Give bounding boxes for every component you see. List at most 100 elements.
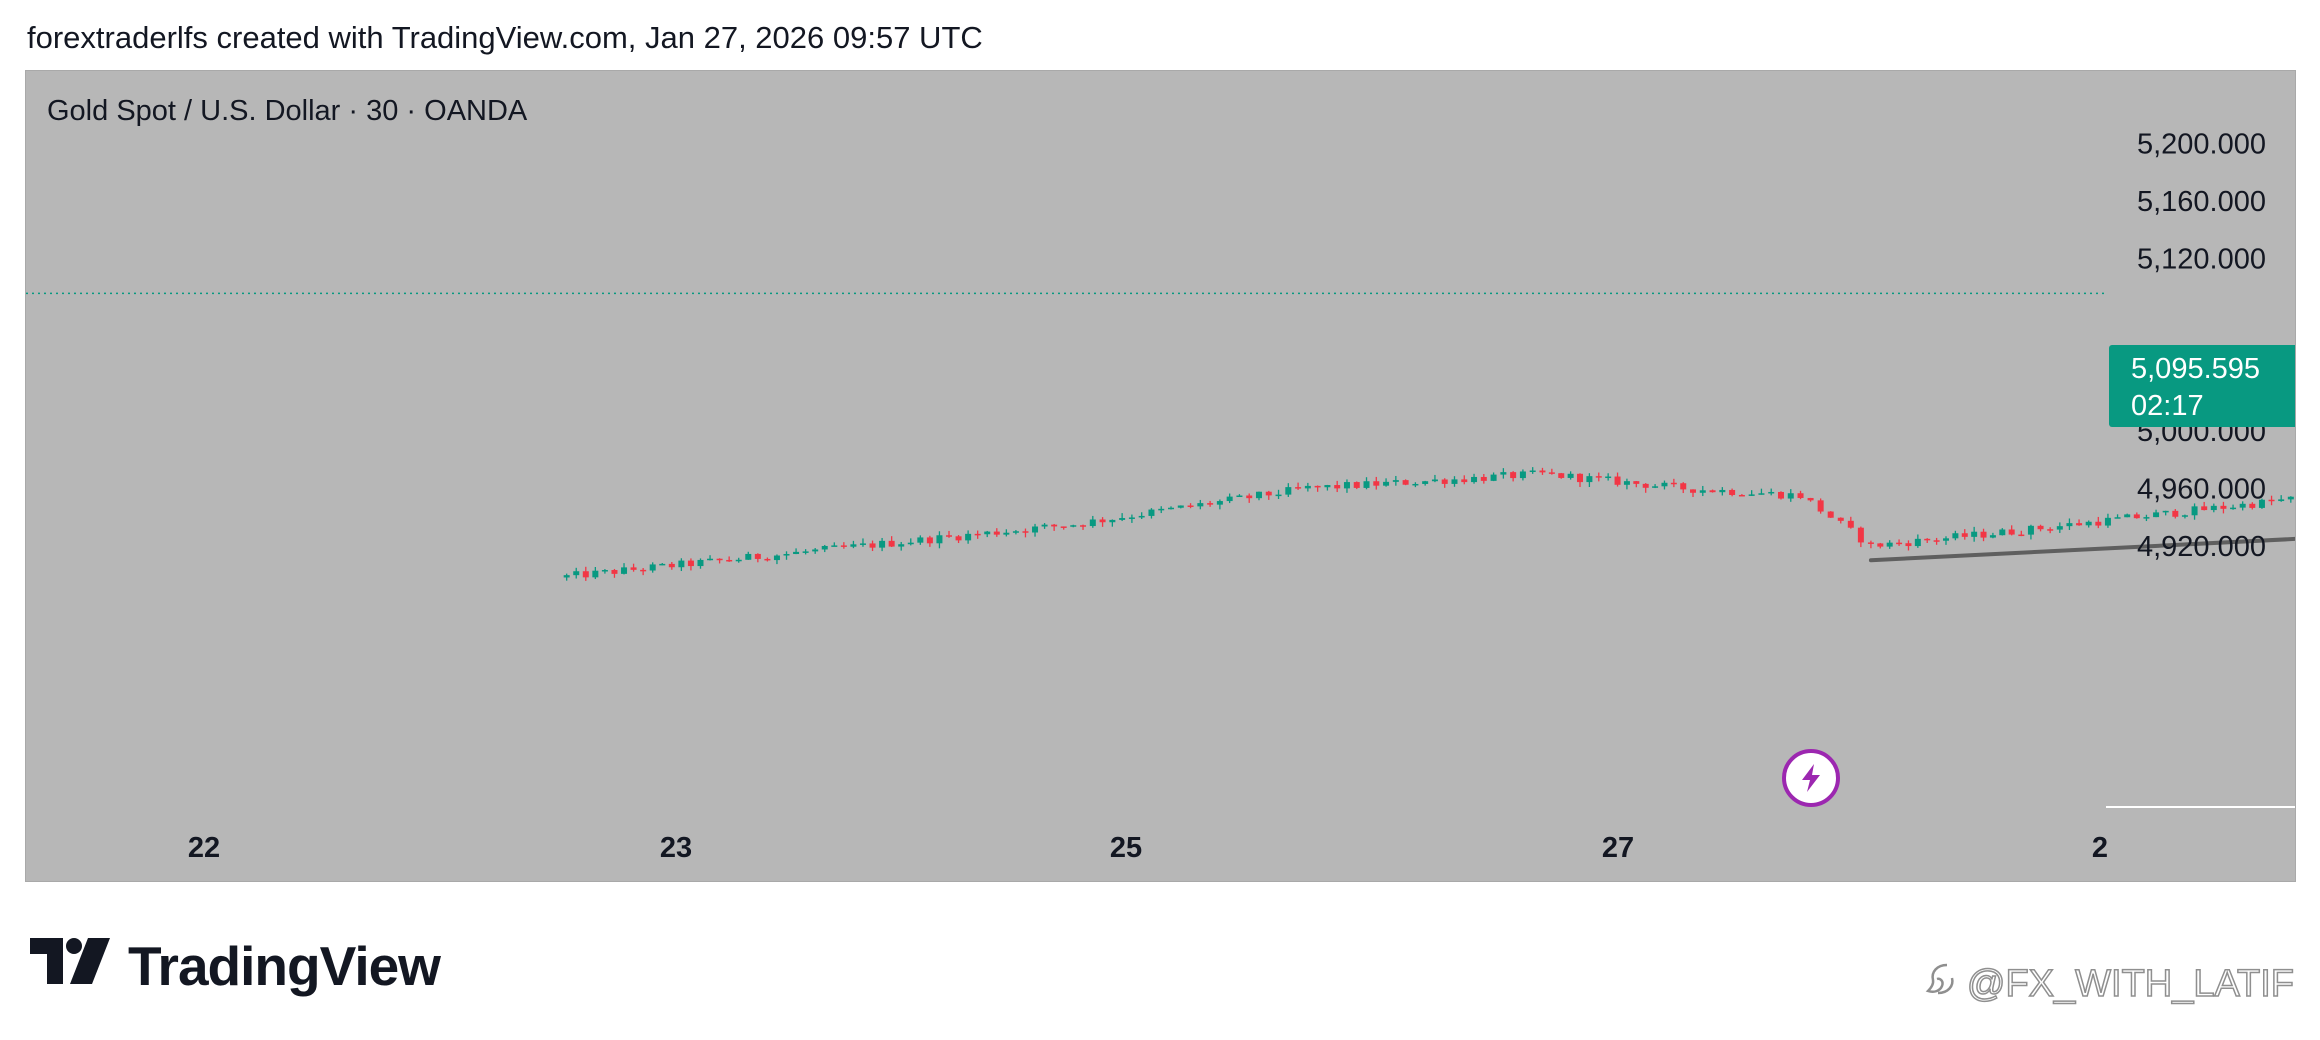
candle-body: [2008, 529, 2015, 535]
candle-body: [630, 567, 637, 570]
last-price-badge: 5,095.595 02:17: [2109, 345, 2295, 427]
candle-body: [965, 533, 972, 541]
candle-body: [640, 569, 647, 572]
candle-body: [1431, 479, 1438, 482]
candle-body: [1699, 490, 1706, 493]
candle-body: [2210, 505, 2217, 511]
candle-body: [1109, 519, 1116, 523]
candle-body: [1980, 531, 1987, 538]
candle-body: [1500, 472, 1507, 475]
candle-body: [1060, 526, 1067, 528]
candle-body: [1441, 479, 1448, 484]
candle-body: [1680, 483, 1687, 490]
watermark: @FX_WITH_LATIF: [1925, 962, 2295, 1006]
symbol-title: Gold Spot / U.S. Dollar · 30 · OANDA: [47, 95, 528, 127]
candle-body: [984, 531, 991, 535]
candle-body: [1177, 505, 1184, 508]
logo-text: TradingView: [128, 935, 441, 997]
candle-body: [2249, 503, 2256, 508]
candle-body: [783, 554, 790, 556]
candle-body: [668, 563, 675, 568]
candle-body: [1480, 476, 1487, 481]
candle-body: [601, 570, 608, 572]
candle-body: [2220, 505, 2227, 509]
candle-body: [1080, 525, 1087, 527]
candle-body: [1633, 481, 1640, 484]
candle-body: [898, 544, 905, 547]
candle-body: [1051, 524, 1058, 527]
y-tick-label: 4,920.000: [2137, 531, 2266, 563]
candle-body: [2153, 512, 2160, 518]
candle-body: [1003, 532, 1010, 535]
candle-body: [2268, 499, 2275, 502]
candle-body: [850, 544, 857, 547]
lightning-bolt-glyph: [1802, 764, 1820, 792]
candle-body: [1070, 525, 1077, 527]
candle-body: [1961, 533, 1968, 537]
candle-body: [1797, 493, 1804, 498]
candle-body: [611, 570, 618, 574]
candle-body: [1924, 538, 1931, 541]
candle-body: [1353, 482, 1360, 488]
y-tick-label: 5,160.000: [2137, 186, 2266, 218]
candle-body: [1877, 543, 1884, 547]
candle-body: [1285, 487, 1292, 495]
candle-body: [1529, 470, 1536, 473]
chart-panel[interactable]: 5,200.0005,160.0005,120.0005,040.0005,00…: [25, 70, 2296, 882]
candle-body: [879, 540, 886, 548]
binance-square-icon: [1925, 963, 1954, 995]
candle-body: [1577, 473, 1584, 483]
candle-body: [2047, 529, 2054, 531]
candle-body: [1128, 517, 1135, 519]
candle-body: [1343, 482, 1350, 489]
candle-body: [1373, 481, 1380, 486]
candle-body: [1942, 538, 1949, 541]
candle-body: [1787, 493, 1794, 499]
x-tick-label: 27: [1602, 832, 1634, 864]
candle-body: [2181, 515, 2188, 517]
candle-body: [1652, 486, 1659, 488]
candle-body: [1334, 485, 1341, 489]
candle-body: [1519, 471, 1526, 479]
candle-body: [1032, 526, 1039, 533]
candle-body: [1138, 515, 1145, 518]
candle-body: [945, 535, 952, 537]
candle-body: [707, 558, 714, 561]
candle-body: [2124, 514, 2131, 518]
y-tick-label: 4,960.000: [2137, 473, 2266, 505]
price-chart[interactable]: 5,200.0005,160.0005,120.0005,040.0005,00…: [26, 71, 2296, 882]
candle-body: [1207, 503, 1214, 505]
candle-body: [1777, 491, 1784, 499]
candle-body: [1383, 481, 1390, 486]
candle-body: [2258, 499, 2265, 508]
candle-body: [1837, 517, 1844, 521]
candle-body: [1857, 527, 1864, 543]
candle-body: [1896, 542, 1903, 545]
candle-body: [1827, 511, 1834, 518]
candle-body: [2114, 517, 2121, 519]
candle-body: [1914, 538, 1921, 547]
candle-body: [1548, 472, 1555, 474]
candle-body: [687, 560, 694, 567]
candle-body: [1510, 472, 1517, 479]
axes-layer: 5,200.0005,160.0005,120.0005,040.0005,00…: [188, 128, 2295, 864]
candle-body: [592, 570, 599, 578]
candle-body: [1605, 476, 1612, 479]
candle-body: [2278, 499, 2285, 502]
x-tick-label: 2: [2092, 832, 2108, 864]
candle-body: [1567, 473, 1574, 478]
candle-body: [1539, 470, 1546, 473]
candle-body: [1236, 495, 1243, 498]
candle-body: [1265, 491, 1272, 496]
candle-body: [1709, 490, 1716, 493]
candle-body: [2239, 503, 2246, 508]
candle-body: [1623, 481, 1630, 485]
lightning-bolt-icon[interactable]: [1782, 749, 1840, 807]
candle-body: [2018, 534, 2025, 537]
candle-body: [2037, 525, 2044, 530]
candle-body: [1314, 485, 1321, 488]
candle-body: [1012, 531, 1019, 533]
candle-body: [1748, 494, 1755, 496]
candle-body: [1187, 505, 1194, 507]
candle-body: [1758, 493, 1765, 495]
